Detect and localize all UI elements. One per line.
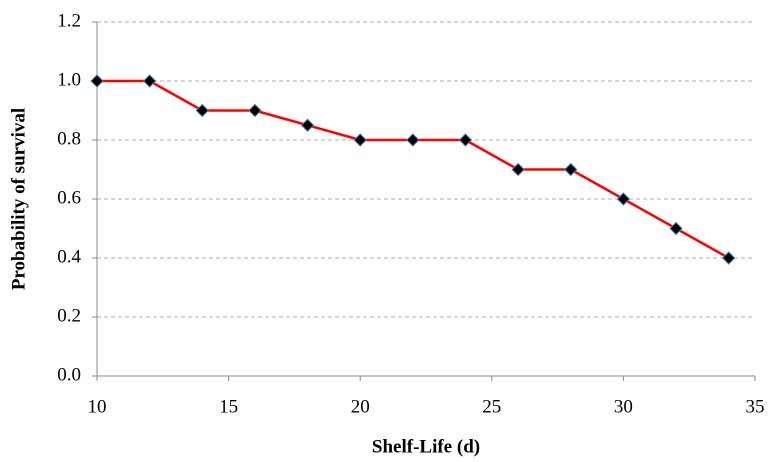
- x-tick-label: 25: [482, 396, 501, 417]
- data-point: [300, 118, 315, 132]
- data-point: [248, 103, 262, 118]
- data-point: [721, 251, 736, 265]
- y-axis-label: Probability of survival: [8, 108, 29, 290]
- x-tick-label: 10: [88, 396, 107, 417]
- data-line: [97, 79, 730, 260]
- y-tick-label: 0.2: [57, 305, 81, 326]
- x-tick-label: 35: [746, 396, 765, 417]
- x-axis-label: Shelf-Life (d): [372, 436, 480, 457]
- y-tick-label: 0.4: [57, 246, 81, 267]
- data-point: [511, 162, 525, 177]
- y-tick-label: 0.6: [57, 187, 81, 208]
- data-point: [458, 133, 473, 147]
- data-point: [195, 103, 209, 118]
- y-tick-label: 0.8: [57, 128, 81, 149]
- data-point: [564, 162, 578, 177]
- data-point: [353, 133, 367, 147]
- x-tick-label: 20: [351, 396, 370, 417]
- data-point: [142, 74, 157, 88]
- x-tick-label: 30: [614, 396, 633, 417]
- y-tick-label: 1.2: [57, 10, 81, 31]
- y-tick-label: 0.0: [57, 364, 81, 385]
- data-point: [616, 192, 631, 206]
- data-point: [90, 74, 104, 88]
- data-point: [669, 221, 683, 236]
- x-tick-label: 15: [219, 396, 238, 417]
- y-tick-label: 1.0: [57, 69, 81, 90]
- data-point: [406, 133, 420, 147]
